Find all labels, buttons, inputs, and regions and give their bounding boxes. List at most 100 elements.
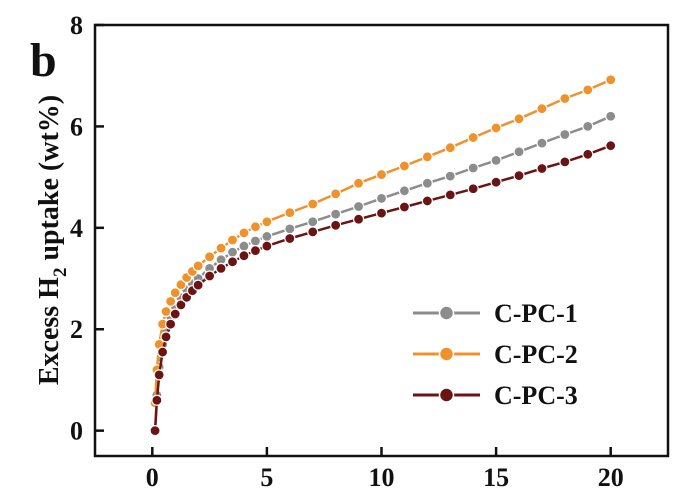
legend-swatch-marker xyxy=(438,387,455,403)
y-tick-label: 8 xyxy=(70,11,83,40)
data-point xyxy=(559,156,571,168)
data-point xyxy=(175,299,187,311)
data-point xyxy=(605,140,617,152)
data-point xyxy=(352,177,365,189)
y-axis-title-subscript: 2 xyxy=(50,268,71,278)
legend-swatch-marker xyxy=(438,305,455,321)
data-point xyxy=(249,245,262,257)
data-point xyxy=(559,92,571,105)
data-point xyxy=(490,122,502,134)
data-point xyxy=(536,103,548,115)
data-point xyxy=(330,219,342,231)
legend: C-PC-1 C-PC-2 C-PC-3 xyxy=(413,299,578,410)
data-point xyxy=(157,346,169,358)
data-point xyxy=(169,308,181,320)
panel-label: b xyxy=(30,34,57,87)
series-C-PC-3 xyxy=(149,140,617,437)
data-point xyxy=(249,235,262,247)
data-point xyxy=(307,226,319,238)
data-point xyxy=(398,160,411,172)
data-point xyxy=(149,425,161,437)
data-point xyxy=(261,240,273,252)
data-point xyxy=(238,250,250,262)
data-point xyxy=(467,131,479,144)
y-tick-label: 2 xyxy=(70,315,83,344)
data-point xyxy=(375,192,388,205)
data-point xyxy=(582,148,594,160)
data-point xyxy=(513,113,525,125)
y-tick-label: 4 xyxy=(70,214,83,243)
x-tick-label: 5 xyxy=(260,463,273,492)
x-tick-label: 20 xyxy=(598,463,624,492)
data-point xyxy=(249,221,262,233)
legend-label: C-PC-2 xyxy=(494,340,578,369)
data-point xyxy=(238,227,250,239)
data-point xyxy=(330,188,342,200)
y-tick-label: 6 xyxy=(70,112,83,141)
data-point xyxy=(513,146,525,158)
data-point xyxy=(444,189,456,201)
data-point xyxy=(261,230,273,243)
data-point xyxy=(582,84,594,96)
axes: 0 5 10 15 20 0 2 4 6 8 xyxy=(70,11,670,492)
data-point xyxy=(444,170,456,182)
data-point xyxy=(605,74,617,86)
legend-item: C-PC-1 xyxy=(413,299,578,328)
series-C-PC-2 xyxy=(149,74,617,409)
data-point xyxy=(467,162,479,174)
data-point xyxy=(226,234,239,246)
legend-item: C-PC-2 xyxy=(413,340,578,369)
data-point xyxy=(284,232,296,245)
x-tick-label: 10 xyxy=(369,463,395,492)
data-point xyxy=(175,279,187,291)
data-point xyxy=(160,305,172,318)
data-point xyxy=(605,110,617,122)
data-point xyxy=(467,183,479,195)
data-point xyxy=(513,169,525,182)
data-point xyxy=(375,207,388,219)
data-point xyxy=(160,331,172,343)
data-point xyxy=(226,246,239,258)
data-point xyxy=(169,287,181,299)
data-point xyxy=(215,242,227,254)
data-point xyxy=(490,154,502,166)
data-point xyxy=(352,200,365,213)
data-point xyxy=(165,295,177,307)
data-point xyxy=(204,270,216,282)
data-point xyxy=(307,216,319,228)
x-tick-label: 15 xyxy=(483,463,509,492)
data-point xyxy=(352,213,365,225)
data-point xyxy=(204,251,216,263)
data-point xyxy=(444,142,456,154)
data-point xyxy=(307,198,319,210)
data-point xyxy=(536,162,548,175)
data-point xyxy=(398,185,411,197)
x-tick-label: 0 xyxy=(146,463,159,492)
plot-area xyxy=(149,74,617,437)
data-point xyxy=(284,223,296,235)
legend-item: C-PC-3 xyxy=(413,381,578,410)
plot-frame xyxy=(93,23,670,458)
y-axis-title-part-2: uptake (wt%) xyxy=(34,95,65,268)
data-point xyxy=(490,176,502,188)
data-point xyxy=(215,262,227,274)
legend-label: C-PC-3 xyxy=(494,381,578,410)
legend-label: C-PC-1 xyxy=(494,299,578,328)
data-point xyxy=(536,137,548,149)
data-point xyxy=(582,120,594,133)
data-point xyxy=(421,195,433,207)
data-point xyxy=(261,216,273,228)
data-point xyxy=(284,207,296,219)
y-tick-label: 0 xyxy=(70,417,83,446)
data-point xyxy=(330,208,342,220)
y-axis-title-part-1: Excess H xyxy=(34,277,65,385)
data-point xyxy=(153,369,165,381)
data-point xyxy=(165,318,177,330)
data-point xyxy=(398,201,411,213)
data-point xyxy=(226,256,239,268)
y-axis-title: Excess H2 uptake (wt%) xyxy=(34,95,71,385)
data-point xyxy=(421,177,433,189)
data-point xyxy=(151,394,163,406)
data-point xyxy=(559,128,571,141)
